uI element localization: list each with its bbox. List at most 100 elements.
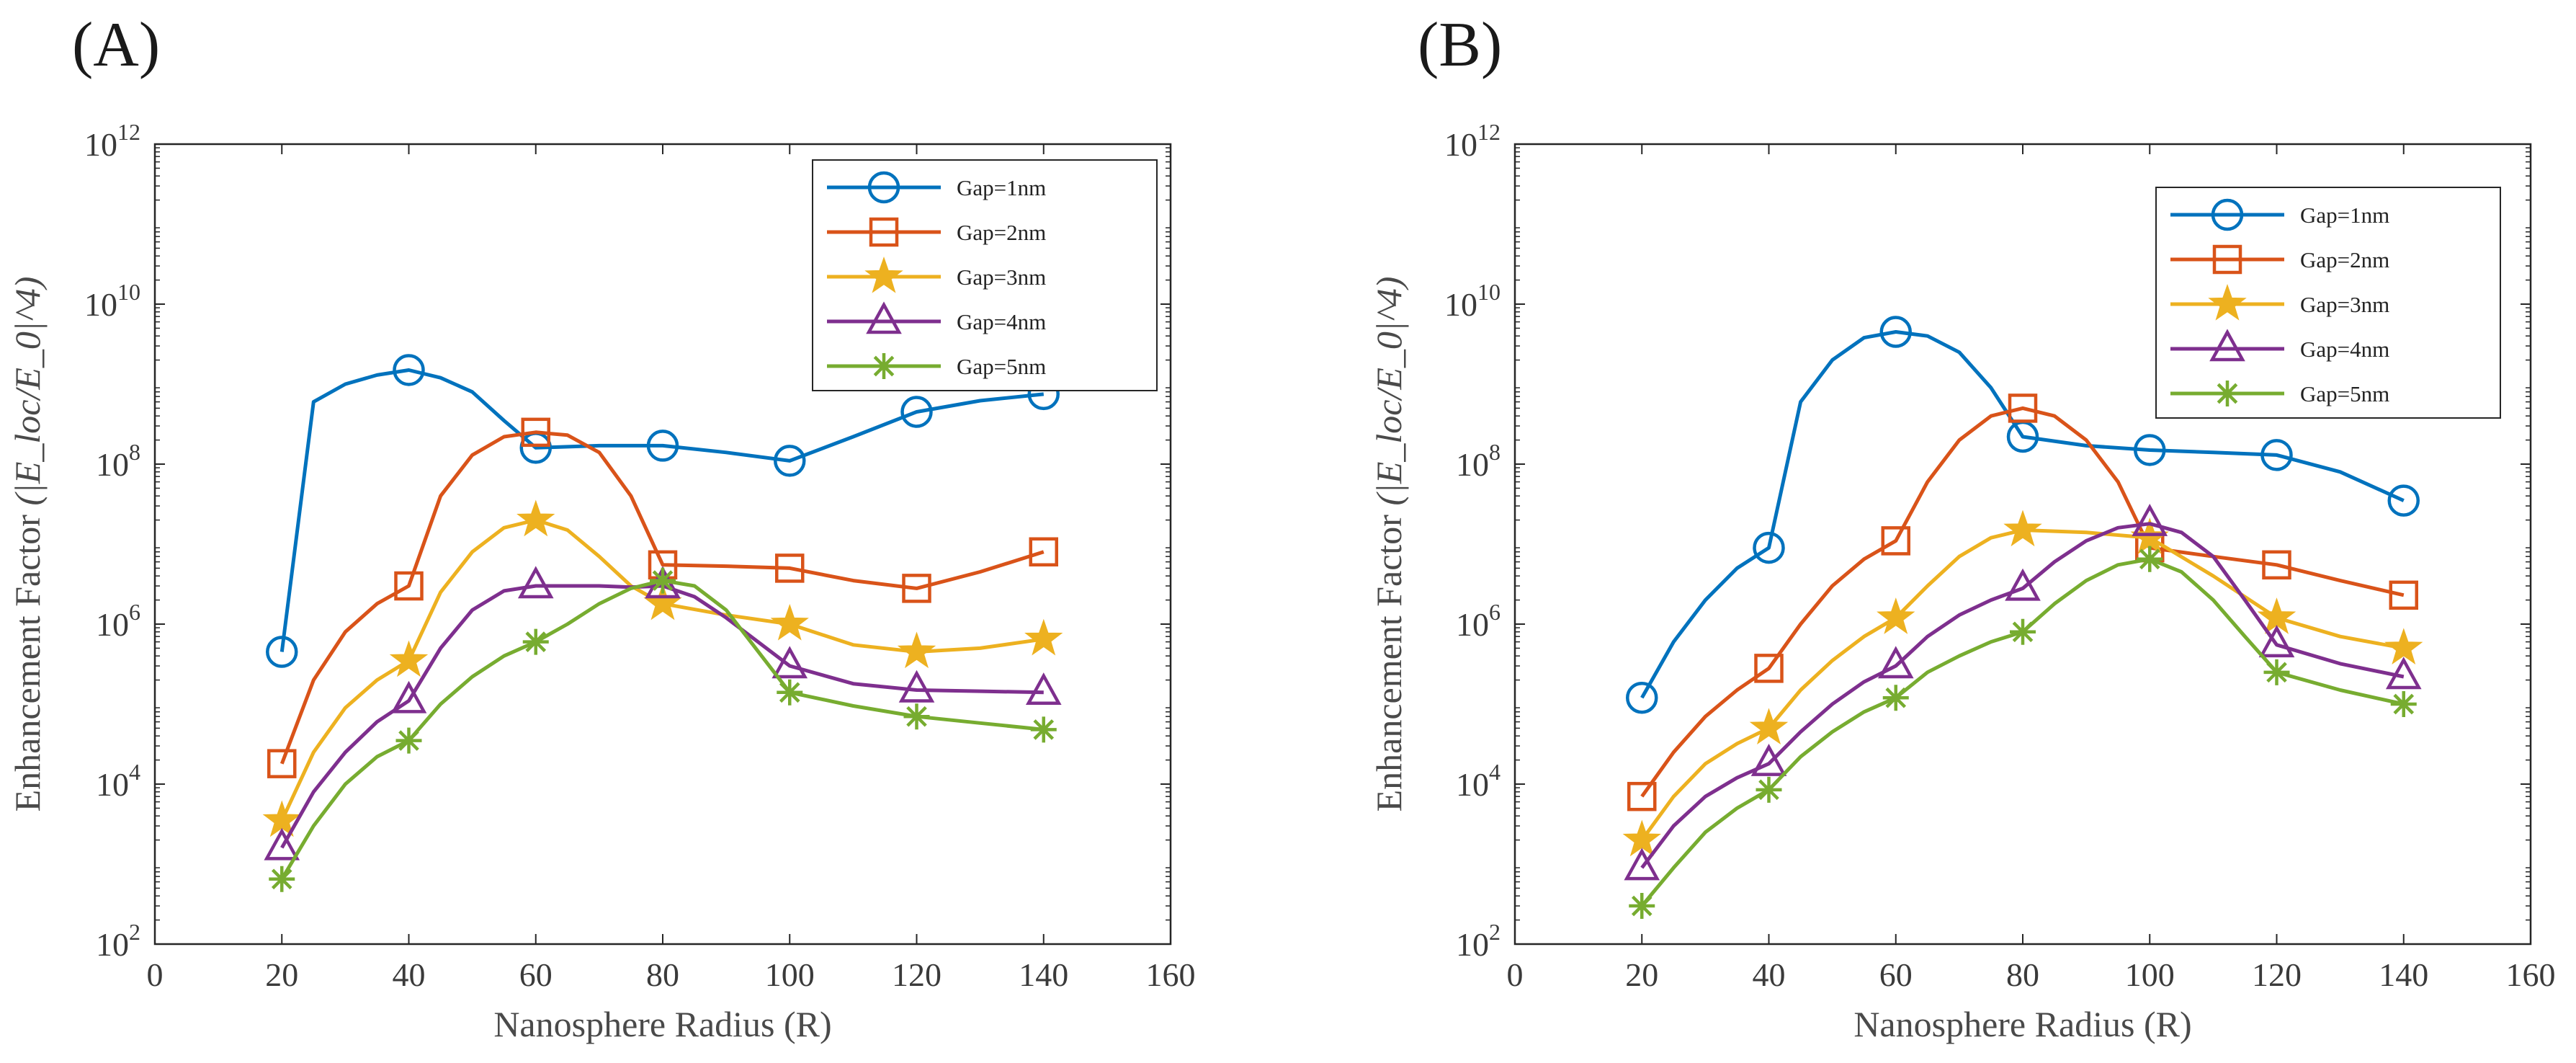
x-tick-label: 40 xyxy=(1753,956,1786,993)
data-point xyxy=(1622,819,1661,857)
data-point xyxy=(772,646,808,679)
data-point xyxy=(2008,393,2038,423)
series-gap-2nm xyxy=(267,417,1058,778)
x-tick-label: 60 xyxy=(519,956,553,993)
data-point xyxy=(900,396,933,428)
data-point xyxy=(902,574,931,603)
data-point xyxy=(2010,618,2036,645)
data-point xyxy=(1029,537,1058,567)
data-point xyxy=(1626,681,1658,714)
data-point xyxy=(1025,672,1062,706)
data-point xyxy=(2260,439,2293,471)
series-gap-3nm xyxy=(1622,510,2423,857)
data-point xyxy=(522,628,549,655)
data-point xyxy=(2263,659,2290,685)
x-tick-label: 140 xyxy=(1019,956,1068,993)
series-line xyxy=(280,584,1044,849)
x-tick-label: 0 xyxy=(147,956,164,993)
data-point xyxy=(2385,657,2422,690)
data-point xyxy=(1750,744,1787,776)
legend: Gap=1nm Gap=2nm Gap=3nm Gap=4nm Gap=5nm xyxy=(812,159,1158,391)
data-point xyxy=(1749,708,1789,745)
series-gap-1nm xyxy=(266,354,1060,668)
legend-label: Gap=5nm xyxy=(957,354,1046,379)
legend-entry: Gap=1nm xyxy=(827,171,1046,204)
data-point xyxy=(897,631,936,669)
series-gap-2nm xyxy=(1627,393,2418,811)
data-point xyxy=(267,749,297,778)
data-point xyxy=(266,636,298,668)
series-line xyxy=(1640,330,2405,699)
legend-label: Gap=1nm xyxy=(957,175,1046,200)
x-axis-title: Nanosphere Radius (R) xyxy=(493,1004,831,1044)
chart-a: 0 20 40 60 80 100 120 140 160 102 104 106 108 1010 101… xyxy=(7,119,1196,1044)
data-point xyxy=(1024,618,1063,656)
data-point xyxy=(516,499,555,537)
legend-label: Gap=4nm xyxy=(957,309,1046,334)
legend-entry: Gap=2nm xyxy=(2170,244,2389,275)
x-tick-label: 20 xyxy=(265,956,298,993)
data-point xyxy=(395,727,422,754)
data-point xyxy=(1754,654,1784,683)
data-point xyxy=(390,680,427,713)
legend-label: Gap=3nm xyxy=(957,264,1046,290)
legend-label: Gap=5nm xyxy=(2300,381,2389,406)
data-point xyxy=(2390,691,2417,717)
legend-entry: Gap=3nm xyxy=(827,256,1046,293)
series-line xyxy=(1640,406,2405,798)
data-point xyxy=(2005,568,2041,601)
legend-marker xyxy=(2211,198,2244,231)
y-tick-label: 108 xyxy=(1456,439,1501,483)
chart-b: 0 20 40 60 80 100 120 140 160 102 104 106 108 1010 101… xyxy=(1369,119,2556,1044)
data-point xyxy=(1877,597,1915,634)
data-point xyxy=(2258,625,2295,658)
data-point xyxy=(2389,580,2418,610)
series-gap-5nm xyxy=(1629,546,2417,920)
y-tick-label: 106 xyxy=(1456,599,1501,643)
x-tick-label: 80 xyxy=(646,956,679,993)
data-point xyxy=(2003,510,2042,547)
series-line xyxy=(1640,528,2405,842)
x-tick-label: 120 xyxy=(2252,956,2302,993)
series-gap-4nm xyxy=(1624,504,2422,881)
data-point xyxy=(646,430,679,462)
data-point xyxy=(774,445,806,477)
data-point xyxy=(262,800,301,837)
series-line xyxy=(280,579,1045,881)
legend-marker xyxy=(866,301,902,334)
series-line xyxy=(280,518,1045,822)
x-tick-label: 100 xyxy=(2125,956,2175,993)
legend-marker xyxy=(871,353,897,379)
data-point xyxy=(1881,526,1910,556)
y-axis-title: Enhancement Factor (|E_loc/E_0|^4) xyxy=(1369,277,1409,812)
data-point xyxy=(393,354,425,386)
data-point xyxy=(1629,893,1655,920)
x-tick-label: 40 xyxy=(393,956,426,993)
legend-marker xyxy=(2214,381,2240,406)
data-point xyxy=(2137,546,2163,572)
data-point xyxy=(1877,646,1914,679)
legend-entry: Gap=5nm xyxy=(827,353,1046,379)
panel-label-b: (B) xyxy=(1418,10,1503,80)
panel-label-a: (A) xyxy=(72,10,161,80)
series-gap-1nm xyxy=(1626,316,2420,714)
data-point xyxy=(770,603,809,641)
legend-entry: Gap=3nm xyxy=(2170,283,2389,321)
legend-marker xyxy=(869,217,899,247)
data-point xyxy=(1756,776,1782,803)
y-tick-label: 102 xyxy=(1456,919,1501,963)
data-point xyxy=(903,703,930,730)
legend-entry: Gap=5nm xyxy=(2170,381,2389,406)
data-point xyxy=(269,866,295,892)
legend-entry: Gap=4nm xyxy=(827,301,1046,334)
data-point xyxy=(1882,685,1909,711)
y-tick-label: 1012 xyxy=(84,119,140,163)
data-point xyxy=(650,567,676,594)
series-line xyxy=(279,430,1045,765)
data-point xyxy=(777,679,803,706)
series-gap-4nm xyxy=(264,566,1062,860)
data-point xyxy=(2134,434,2166,466)
series-line xyxy=(1640,557,2405,907)
data-point xyxy=(389,640,429,677)
